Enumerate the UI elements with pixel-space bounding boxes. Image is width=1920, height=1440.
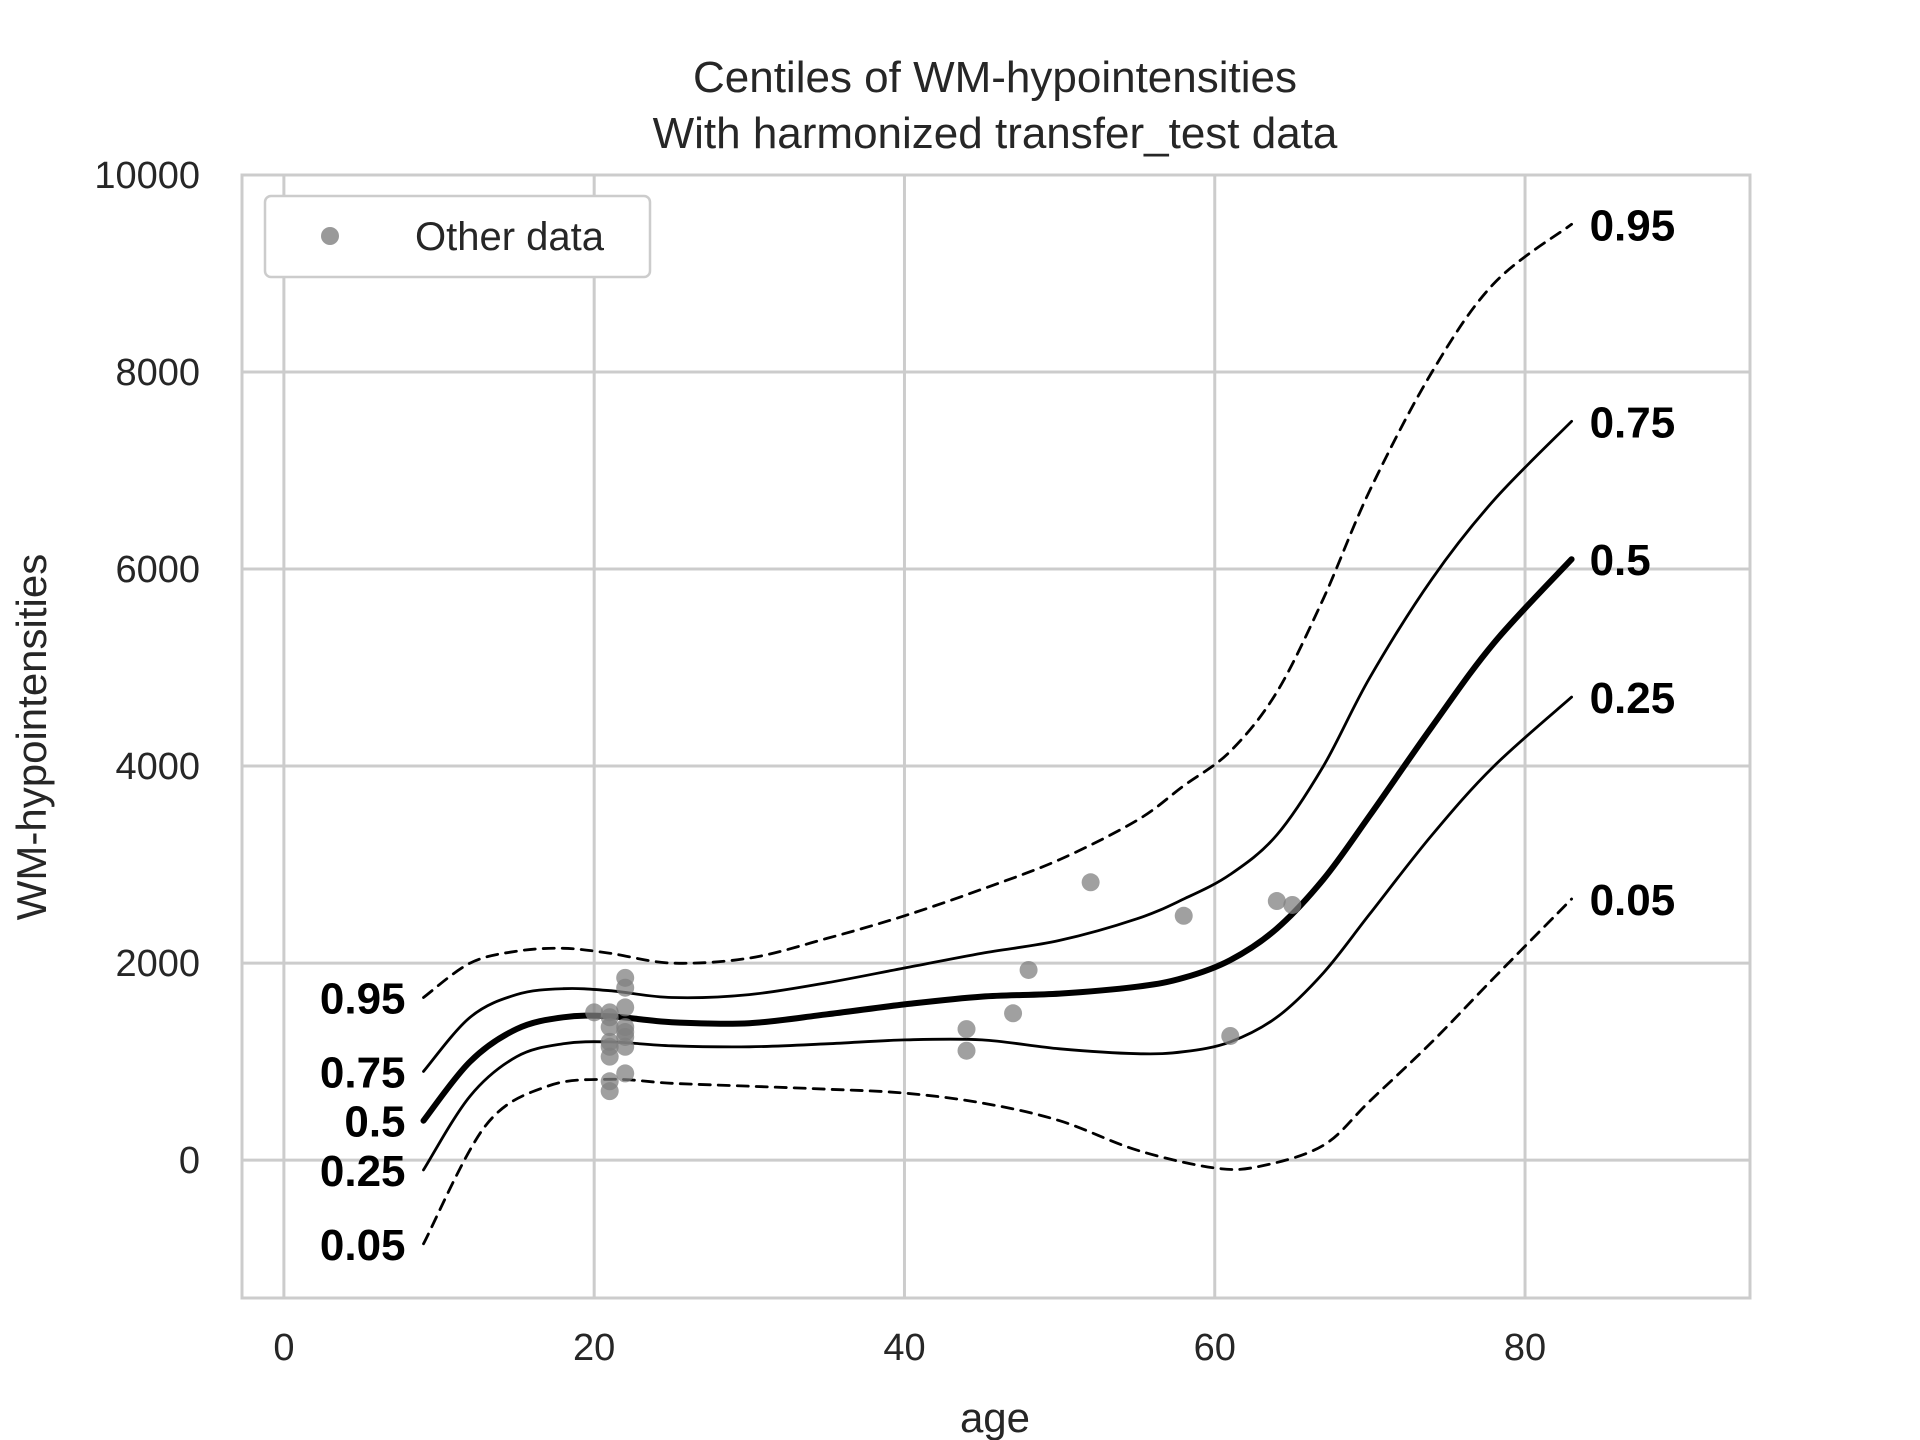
centile-label-right: 0.05 bbox=[1590, 876, 1676, 925]
legend-entry: Other data bbox=[415, 215, 605, 259]
x-tick-label: 60 bbox=[1194, 1327, 1236, 1369]
data-point bbox=[1004, 1004, 1023, 1023]
centile-label-left: 0.05 bbox=[320, 1221, 406, 1270]
centile-line-0-95 bbox=[422, 222, 1573, 999]
axis-ticks: 0 20 40 60 80 0 2000 4000 6000 8000 10000 bbox=[94, 155, 1546, 1369]
centile-label-right: 0.75 bbox=[1590, 398, 1676, 447]
x-axis-label: age bbox=[960, 1394, 1030, 1440]
x-tick-label: 40 bbox=[883, 1327, 925, 1369]
centile-line-0-75 bbox=[422, 419, 1573, 1073]
centile-line-0-25 bbox=[422, 695, 1573, 1172]
data-point bbox=[957, 1041, 976, 1060]
x-tick-label: 20 bbox=[573, 1327, 615, 1369]
y-tick-label: 4000 bbox=[115, 746, 200, 788]
legend-marker bbox=[321, 227, 339, 245]
y-tick-label: 0 bbox=[179, 1140, 200, 1182]
chart-subtitle: With harmonized transfer_test data bbox=[653, 109, 1338, 158]
x-tick-label: 0 bbox=[273, 1327, 294, 1369]
data-point bbox=[1019, 960, 1038, 979]
data-point bbox=[616, 978, 635, 997]
data-point bbox=[600, 1082, 619, 1101]
centile-line-0-05 bbox=[422, 897, 1573, 1246]
data-point bbox=[616, 998, 635, 1017]
data-point bbox=[600, 1018, 619, 1037]
data-point bbox=[1267, 892, 1286, 911]
centile-label-left: 0.5 bbox=[344, 1098, 405, 1147]
centile-label-left: 0.25 bbox=[320, 1147, 406, 1196]
y-tick-label: 2000 bbox=[115, 943, 200, 985]
centile-labels: 0.050.050.250.250.50.50.750.750.950.95 bbox=[320, 201, 1675, 1270]
data-point bbox=[1221, 1026, 1240, 1045]
data-point bbox=[957, 1020, 976, 1039]
centile-label-right: 0.5 bbox=[1590, 536, 1651, 585]
y-tick-label: 10000 bbox=[94, 155, 200, 197]
data-point bbox=[1081, 873, 1100, 892]
data-point bbox=[1174, 906, 1193, 925]
centile-label-left: 0.75 bbox=[320, 1048, 406, 1097]
y-axis-label: WM-hypointensities bbox=[8, 554, 55, 920]
centile-label-left: 0.95 bbox=[320, 975, 406, 1024]
centile-curves bbox=[420, 222, 1575, 1246]
centile-label-right: 0.95 bbox=[1590, 201, 1676, 250]
y-tick-label: 6000 bbox=[115, 549, 200, 591]
centile-label-right: 0.25 bbox=[1590, 674, 1676, 723]
chart-title: Centiles of WM-hypointensities bbox=[693, 53, 1297, 102]
x-tick-label: 80 bbox=[1504, 1327, 1546, 1369]
data-point bbox=[616, 1064, 635, 1083]
y-tick-label: 8000 bbox=[115, 352, 200, 394]
legend-box bbox=[263, 194, 652, 279]
centile-line-0-5 bbox=[420, 556, 1575, 1124]
scatter-points bbox=[585, 873, 1302, 1101]
data-point bbox=[616, 1037, 635, 1056]
data-point bbox=[1283, 895, 1302, 914]
data-point bbox=[600, 1047, 619, 1066]
data-point bbox=[585, 1003, 604, 1022]
plot-frame bbox=[240, 173, 1752, 1300]
legend: Other data bbox=[263, 194, 652, 279]
